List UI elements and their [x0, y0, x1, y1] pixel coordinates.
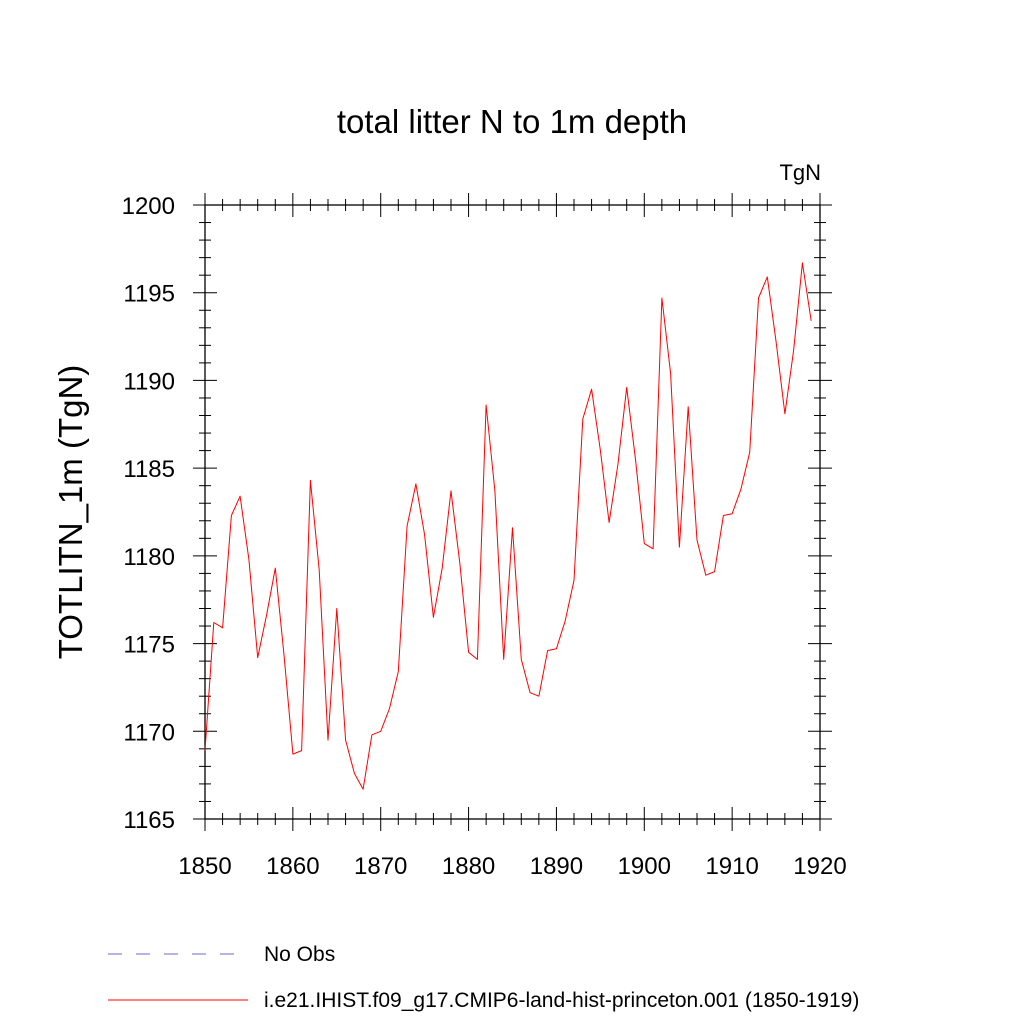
y-tick-label: 1175 — [123, 632, 175, 659]
x-tick-label: 1910 — [705, 853, 758, 880]
y-tick-label: 1200 — [122, 193, 175, 220]
x-tick-label: 1870 — [354, 853, 407, 880]
y-tick-label: 1165 — [123, 807, 175, 834]
legend-label-no-obs: No Obs — [264, 943, 335, 966]
y-tick-label: 1170 — [123, 719, 175, 746]
chart-title: total litter N to 1m depth — [337, 103, 687, 140]
x-tick-label: 1860 — [266, 853, 319, 880]
y-tick-label: 1195 — [123, 281, 175, 308]
plot-frame — [204, 204, 821, 820]
legend: No Obs i.e21.IHIST.f09_g17.CMIP6-land-hi… — [108, 943, 859, 1012]
x-tick-labels: 1850 1860 1870 1880 1890 1900 1910 1920 — [178, 853, 846, 880]
axis-ticks — [193, 193, 832, 831]
x-tick-label: 1900 — [618, 853, 671, 880]
y-axis-title: TOTLITN_1m (TgN) — [52, 365, 89, 660]
series-line — [204, 262, 812, 790]
x-tick-label: 1890 — [530, 853, 583, 880]
units-label: TgN — [779, 160, 821, 185]
x-tick-label: 1880 — [442, 853, 495, 880]
y-tick-labels: 1165 1170 1175 1180 1185 1190 1195 1200 — [122, 193, 175, 834]
series-layer — [204, 262, 812, 790]
legend-label-model-run: i.e21.IHIST.f09_g17.CMIP6-land-hist-prin… — [264, 989, 859, 1012]
x-tick-label: 1920 — [793, 853, 846, 880]
y-tick-label: 1185 — [123, 456, 175, 483]
y-tick-label: 1180 — [123, 544, 175, 571]
x-tick-label: 1850 — [178, 853, 231, 880]
y-tick-label: 1190 — [123, 368, 175, 395]
